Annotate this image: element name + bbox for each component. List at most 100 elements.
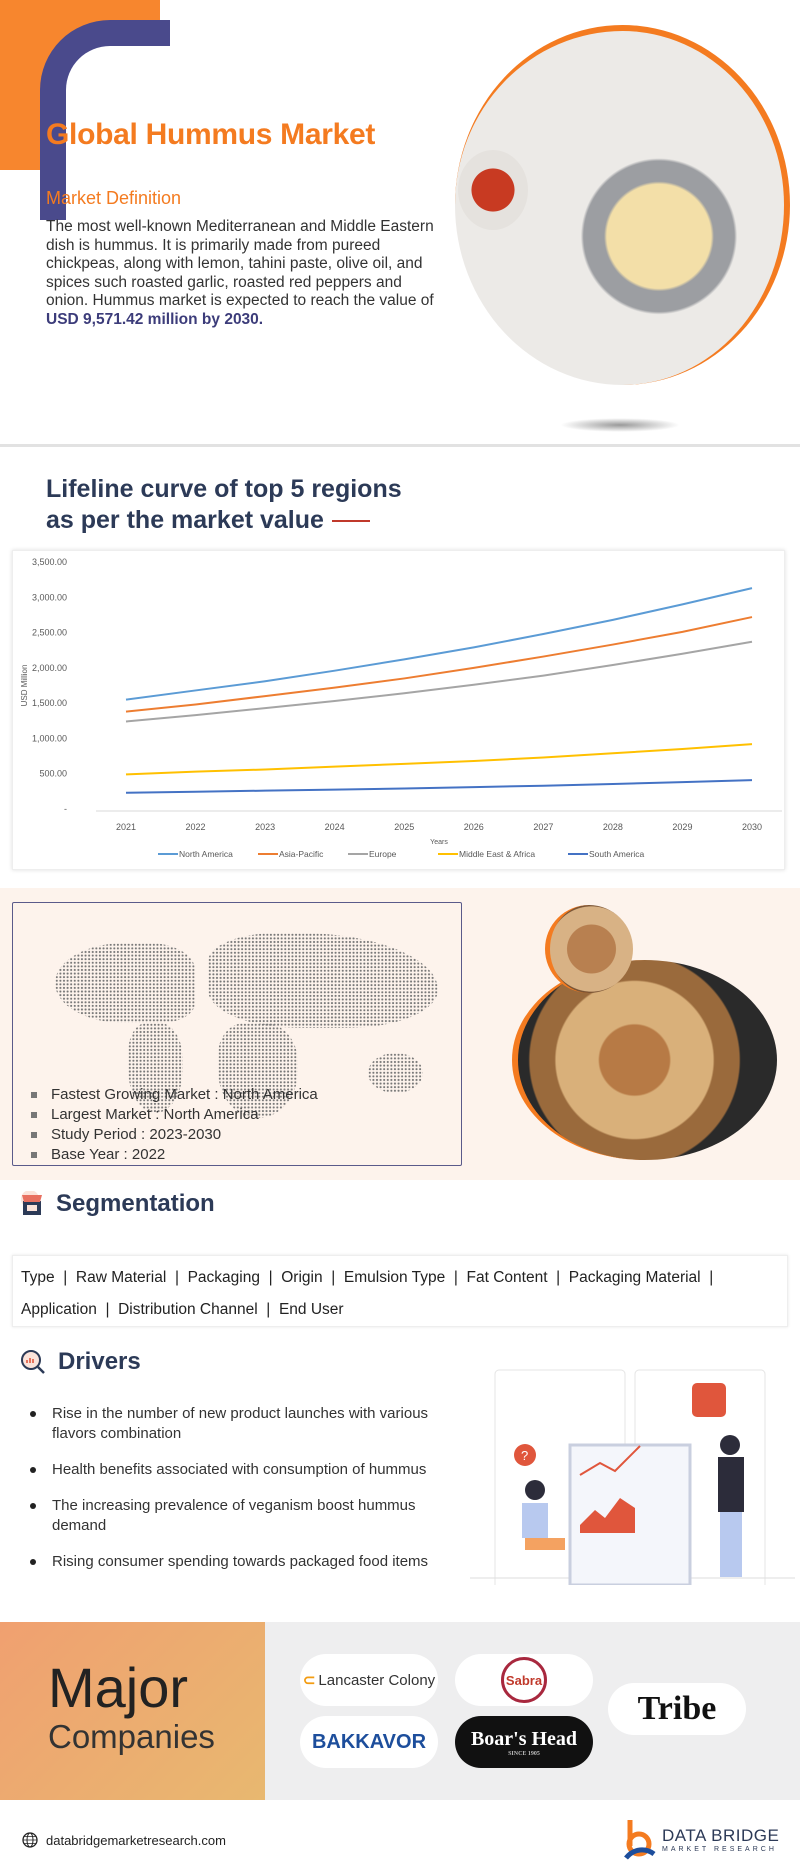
segment-item: Packaging xyxy=(187,1269,260,1286)
separator: | xyxy=(322,1269,344,1286)
fact-item: Base Year : 2022 xyxy=(31,1145,318,1165)
segment-item: Type xyxy=(21,1269,55,1286)
segment-item: Application xyxy=(21,1301,97,1318)
brand-tagline: MARKET RESEARCH xyxy=(662,1845,777,1853)
map-australia xyxy=(368,1053,423,1093)
globe-icon xyxy=(22,1832,38,1848)
segment-item: Packaging Material xyxy=(568,1269,701,1286)
x-tick-label: 2023 xyxy=(255,822,275,832)
segment-item: Emulsion Type xyxy=(343,1269,446,1286)
logo-text: Lancaster Colony xyxy=(318,1671,436,1689)
heading-dash xyxy=(331,520,370,523)
separator: | xyxy=(700,1269,714,1286)
logo-text: BAKKAVOR xyxy=(311,1730,427,1753)
map-eurasia xyxy=(208,933,438,1028)
decorative-purple-curve xyxy=(40,20,170,220)
lancaster-mark-icon: ⊂ xyxy=(302,1672,316,1689)
segment-item: Distribution Channel xyxy=(118,1301,258,1318)
segmentation-heading: Segmentation xyxy=(20,1190,215,1218)
magnifier-chart-icon xyxy=(21,1350,45,1374)
separator: | xyxy=(257,1301,279,1318)
fact-item: Largest Market : North America xyxy=(31,1105,318,1125)
chart-heading-line1: Lifeline curve of top 5 regions xyxy=(46,475,402,503)
logo-text: Tribe xyxy=(637,1690,717,1727)
logo-text: Sabra xyxy=(501,1657,547,1703)
logo-tribe: Tribe xyxy=(608,1683,746,1735)
x-axis-title: Years xyxy=(430,839,448,846)
x-tick-label: 2021 xyxy=(116,822,136,832)
hummus-closeup-image xyxy=(545,905,633,993)
separator: | xyxy=(54,1269,76,1286)
drivers-heading: Drivers xyxy=(20,1348,141,1376)
separator: | xyxy=(445,1269,467,1286)
y-tick-label: 500.00 xyxy=(39,769,67,779)
logo-boars-head: Boar's Head SINCE 1905 xyxy=(455,1716,593,1768)
y-tick-label: 1,000.00 xyxy=(32,733,67,743)
separator: | xyxy=(166,1269,188,1286)
driver-item: Health benefits associated with consumpt… xyxy=(26,1460,466,1480)
x-tick-label: 2028 xyxy=(603,822,623,832)
x-tick-label: 2029 xyxy=(672,822,692,832)
chart-heading: Lifeline curve of top 5 regions as per th… xyxy=(46,474,402,536)
y-tick-label: - xyxy=(64,804,67,814)
driver-item: Rising consumer spending towards package… xyxy=(26,1552,466,1572)
legend-label: Europe xyxy=(369,849,397,859)
hummus-plate-image xyxy=(512,960,777,1160)
legend-label: Middle East & Africa xyxy=(459,849,535,859)
separator: | xyxy=(259,1269,282,1286)
drivers-title: Drivers xyxy=(58,1348,141,1375)
line-chart-container: - 500.00 1,000.00 1,500.00 2,000.00 2,500.00 3… xyxy=(12,550,785,870)
segmentation-list: Type | Raw Material | Packaging | Origin… xyxy=(12,1255,788,1327)
x-tick-label: 2024 xyxy=(325,822,345,832)
market-value-highlight: USD 9,571.42 million by 2030. xyxy=(46,310,264,328)
y-tick-label: 2,500.00 xyxy=(32,628,67,638)
logo-sabra: Sabra xyxy=(455,1654,593,1706)
definition-body: The most well-known Mediterranean and Mi… xyxy=(46,218,434,309)
fact-item: Fastest Growing Market : North America xyxy=(31,1085,318,1105)
page-title: Global Hummus Market xyxy=(46,118,376,151)
image-shadow xyxy=(560,418,680,432)
y-tick-label: 2,000.00 xyxy=(32,663,67,673)
tomatoes-image xyxy=(458,150,528,230)
driver-item: The increasing prevalence of veganism bo… xyxy=(26,1496,466,1536)
segment-item: Fat Content xyxy=(466,1269,548,1286)
series-line-south-america xyxy=(125,779,753,794)
y-tick-label: 3,500.00 xyxy=(32,557,67,567)
y-tick-label: 3,000.00 xyxy=(32,592,67,602)
question-icon: ? xyxy=(521,1448,528,1463)
y-axis-title: USD Million xyxy=(20,665,29,707)
logo-lancaster-colony: ⊂ Lancaster Colony xyxy=(300,1654,438,1706)
segment-item: End User xyxy=(278,1301,344,1318)
x-tick-label: 2030 xyxy=(742,822,762,832)
driver-item: Rise in the number of new product launch… xyxy=(26,1404,466,1444)
map-north-america xyxy=(55,943,195,1023)
logo-subtext: SINCE 1905 xyxy=(508,1750,540,1757)
world-map-panel: Fastest Growing Market : North America L… xyxy=(12,902,462,1166)
segmentation-title: Segmentation xyxy=(56,1190,215,1217)
segment-item: Raw Material xyxy=(75,1269,167,1286)
separator: | xyxy=(96,1301,119,1318)
y-tick-label: 1,500.00 xyxy=(32,698,67,708)
series-line-europe xyxy=(125,640,753,723)
section-divider xyxy=(0,444,800,447)
market-facts-list: Fastest Growing Market : North America L… xyxy=(31,1085,318,1165)
data-bridge-logo: DATA BRIDGE MARKET RESEARCH xyxy=(622,1818,779,1860)
chart-heading-line2: as per the market value xyxy=(46,506,324,534)
footer-website[interactable]: databridgemarketresearch.com xyxy=(22,1832,226,1848)
separator: | xyxy=(547,1269,569,1286)
companies-title-line2: Companies xyxy=(48,1718,215,1755)
website-link[interactable]: databridgemarketresearch.com xyxy=(46,1832,226,1848)
store-icon xyxy=(21,1191,42,1215)
market-definition-label: Market Definition xyxy=(46,188,182,208)
legend-label: South America xyxy=(589,849,645,859)
fact-item: Study Period : 2023-2030 xyxy=(31,1125,318,1145)
companies-title-line1: Major xyxy=(48,1656,189,1719)
brand-name: DATA BRIDGE xyxy=(662,1825,780,1845)
series-line-middle-east-africa xyxy=(125,743,753,776)
market-definition-text: The most well-known Mediterranean and Mi… xyxy=(46,218,446,329)
series-line-asia-pacific xyxy=(125,616,753,713)
companies-title-panel xyxy=(0,1622,265,1800)
x-tick-label: 2026 xyxy=(464,822,484,832)
x-tick-label: 2025 xyxy=(394,822,414,832)
series-line-north-america xyxy=(125,587,753,701)
